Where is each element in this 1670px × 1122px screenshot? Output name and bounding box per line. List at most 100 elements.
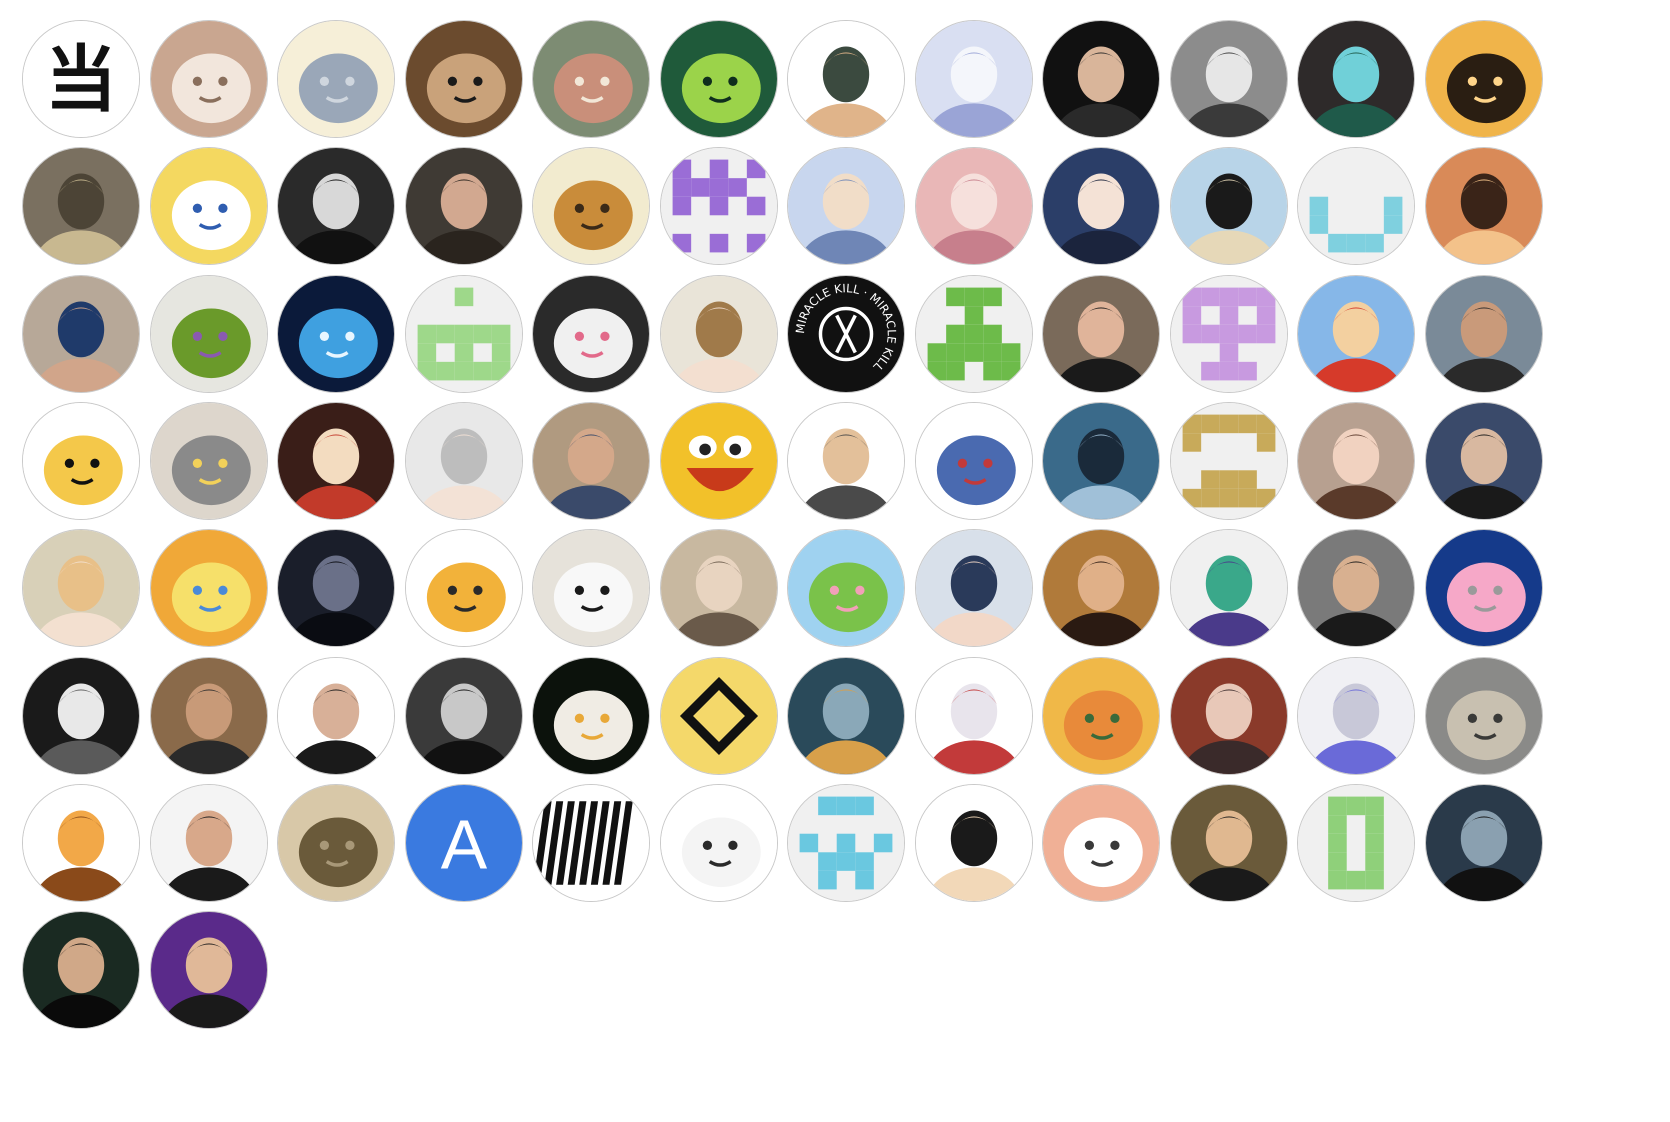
avatar-claptrap-image	[406, 530, 522, 646]
avatar-iron-man[interactable]	[787, 657, 905, 775]
avatar-miracle-kill[interactable]: MIRACLE KILL · MIRACLE KILL	[787, 275, 905, 393]
avatar-man-thinking[interactable]	[405, 657, 523, 775]
avatar-man-tie-image	[1298, 530, 1414, 646]
avatar-person-glasses[interactable]	[1425, 402, 1543, 520]
avatar-anime-mask[interactable]	[1297, 20, 1415, 138]
avatar-anime-maid[interactable]	[915, 657, 1033, 775]
avatar-asian-man[interactable]	[1042, 275, 1160, 393]
avatar-bw-person[interactable]	[1170, 20, 1288, 138]
avatar-nyan-cat[interactable]	[1425, 529, 1543, 647]
avatar-bench[interactable]	[277, 784, 395, 902]
avatar-peppa[interactable]	[787, 529, 905, 647]
avatar-cat-drawing[interactable]	[277, 20, 395, 138]
avatar-young-man[interactable]	[150, 784, 268, 902]
avatar-child-blanket[interactable]	[787, 147, 905, 265]
avatar-cartoon-boy[interactable]	[22, 784, 140, 902]
avatar-identicon-cyan[interactable]	[1297, 147, 1415, 265]
avatar-man-beard[interactable]	[405, 147, 523, 265]
avatar-anime-green-hair[interactable]	[1170, 529, 1288, 647]
avatar-anime-white-hair[interactable]	[915, 20, 1033, 138]
avatar-origami[interactable]	[532, 529, 650, 647]
avatar-person-glasses-image	[1426, 403, 1542, 519]
avatar-identicon-lilac[interactable]	[1170, 275, 1288, 393]
avatar-anime-blonde-image	[23, 530, 139, 646]
avatar-mushroom[interactable]	[532, 20, 650, 138]
avatar-husky[interactable]	[532, 275, 650, 393]
avatar-ghost-image	[661, 785, 777, 901]
avatar-nyan-cat-image	[1426, 530, 1542, 646]
avatar-person-night-field[interactable]	[22, 911, 140, 1029]
avatar-green-sketch[interactable]	[660, 20, 778, 138]
avatar-cat-photo[interactable]	[1425, 657, 1543, 775]
avatar-boy-portrait[interactable]	[1170, 784, 1288, 902]
avatar-ghost[interactable]	[660, 784, 778, 902]
avatar-bear-glasses[interactable]	[405, 20, 523, 138]
avatar-man-glasses[interactable]	[277, 657, 395, 775]
avatar-man-workshop[interactable]	[150, 657, 268, 775]
avatar-film-crew[interactable]	[915, 402, 1033, 520]
avatar-woman-bw[interactable]	[277, 147, 395, 265]
avatar-letter-a[interactable]: A	[405, 784, 523, 902]
avatar-man-sunglasses[interactable]	[22, 275, 140, 393]
avatar-identicon-purple-image	[661, 148, 777, 264]
avatar-green-bear-image	[151, 276, 267, 392]
avatar-cartoon-afro[interactable]	[915, 784, 1033, 902]
avatar-identicon-green-2[interactable]	[915, 275, 1033, 393]
avatar-identicon-gold-image	[1171, 403, 1287, 519]
avatar-man-laughing[interactable]	[1042, 529, 1160, 647]
avatar-ry-logo[interactable]	[532, 784, 650, 902]
avatar-statue[interactable]	[22, 147, 140, 265]
avatar-woman-portrait[interactable]	[1297, 402, 1415, 520]
avatar-man-suit-image	[1043, 21, 1159, 137]
avatar-hamster[interactable]	[150, 20, 268, 138]
avatar-man-cap[interactable]	[1425, 275, 1543, 393]
avatar-goose[interactable]	[532, 657, 650, 775]
avatar-green-bear[interactable]	[150, 275, 268, 393]
avatar-night-person[interactable]	[1425, 784, 1543, 902]
avatar-identicon-gold[interactable]	[1170, 402, 1288, 520]
avatar-identicon-green-3[interactable]	[1297, 784, 1415, 902]
avatar-identicon-teal[interactable]	[787, 784, 905, 902]
avatar-asian-man-image	[1043, 276, 1159, 392]
svg-text:A: A	[441, 806, 488, 884]
avatar-anime-boy[interactable]	[1042, 147, 1160, 265]
avatar-cartoon-white-hair[interactable]	[22, 402, 140, 520]
avatar-calligraphy[interactable]: 当	[22, 20, 140, 138]
avatar-seal[interactable]	[1042, 784, 1160, 902]
avatar-anime-wink[interactable]	[660, 275, 778, 393]
avatar-claptrap[interactable]	[405, 529, 523, 647]
avatar-man-tie[interactable]	[1297, 529, 1415, 647]
avatar-luffy[interactable]	[1297, 275, 1415, 393]
avatar-smiley[interactable]	[660, 402, 778, 520]
avatar-anime-silver[interactable]	[405, 402, 523, 520]
avatar-feed-me[interactable]	[532, 147, 650, 265]
avatar-beach[interactable]	[1170, 147, 1288, 265]
avatar-woman-blue-hair[interactable]	[915, 529, 1033, 647]
avatar-little-prince[interactable]	[1042, 657, 1160, 775]
avatar-headphones[interactable]	[22, 657, 140, 775]
avatar-man-beard-image	[406, 148, 522, 264]
avatar-sunset[interactable]	[1425, 147, 1543, 265]
avatar-man-suit[interactable]	[1042, 20, 1160, 138]
avatar-anime-blonde[interactable]	[22, 529, 140, 647]
avatar-simpsons[interactable]	[150, 529, 268, 647]
avatar-yellow-character[interactable]	[150, 147, 268, 265]
avatar-anime-pink[interactable]	[915, 147, 1033, 265]
avatar-dark-anime[interactable]	[277, 529, 395, 647]
avatar-feed-me-image	[533, 148, 649, 264]
avatar-cat-face[interactable]	[1425, 20, 1543, 138]
avatar-soldier-figure[interactable]	[787, 20, 905, 138]
avatar-identicon-purple[interactable]	[660, 147, 778, 265]
avatar-logo-arrow[interactable]	[660, 657, 778, 775]
avatar-goku-black[interactable]	[150, 911, 268, 1029]
avatar-man-smile[interactable]	[532, 402, 650, 520]
avatar-anime-silver-hair[interactable]	[1297, 657, 1415, 775]
avatar-gray-wolf[interactable]	[150, 402, 268, 520]
avatar-waterfront[interactable]	[1042, 402, 1160, 520]
avatar-vintage-portrait[interactable]	[660, 529, 778, 647]
avatar-umbrella[interactable]	[1170, 657, 1288, 775]
avatar-memoji-glasses[interactable]	[787, 402, 905, 520]
avatar-anime-witch[interactable]	[277, 402, 395, 520]
avatar-space[interactable]	[277, 275, 395, 393]
avatar-identicon-green[interactable]	[405, 275, 523, 393]
